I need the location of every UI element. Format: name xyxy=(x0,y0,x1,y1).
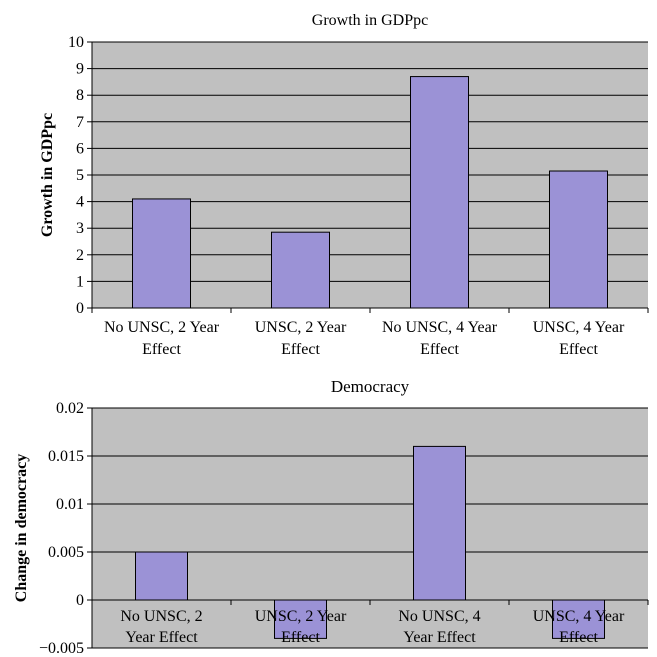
x-tick-label-3: UNSC, 4 Year Effect xyxy=(533,319,625,358)
x-tick-label-line: Effect xyxy=(559,341,598,358)
bar-0 xyxy=(135,551,188,601)
x-tick-label-line: No UNSC, 2 xyxy=(120,608,202,625)
y-tick-label: 0 xyxy=(76,592,84,609)
x-tick-label-line: Effect xyxy=(281,341,320,358)
x-tick-label-0: No UNSC, 2 Year Effect xyxy=(104,319,220,358)
x-tick-label-line: No UNSC, 4 xyxy=(398,608,480,625)
x-tick-label-0: No UNSC, 2 Year Effect xyxy=(120,608,202,646)
y-axis-label: Change in democracy xyxy=(13,454,30,602)
democracy-chart-svg: −0.005 0 0.005 0.01 0.015 0.02 No UNSC, 2 Year … xyxy=(13,377,649,657)
x-tick-label-line: UNSC, 2 Year xyxy=(255,319,347,336)
chart-title: Growth in GDPpc xyxy=(312,12,428,29)
y-tick-label: 0.005 xyxy=(48,544,84,561)
bar-1 xyxy=(271,231,330,309)
x-tick-label-line: UNSC, 2 Year xyxy=(255,608,347,625)
democracy-chart: −0.005 0 0.005 0.01 0.015 0.02 No UNSC, 2 Year … xyxy=(0,370,657,657)
x-tick-label-2: No UNSC, 4 Year Effect xyxy=(398,608,480,646)
bar-3 xyxy=(552,599,605,639)
bar-2 xyxy=(413,445,466,601)
y-tick-label: 9 xyxy=(76,61,84,78)
chart-title: Democracy xyxy=(331,377,410,396)
x-tick-label-line: Effect xyxy=(420,341,459,358)
gdp-chart: 0 1 2 3 4 5 6 7 8 9 10 No UNSC, 2 Year Effect UNSC, 2… xyxy=(39,12,649,358)
y-tick-label: 0.015 xyxy=(48,448,84,465)
y-tick-label: −0.005 xyxy=(39,640,84,657)
x-tick-label-2: No UNSC, 4 Year Effect xyxy=(382,319,498,358)
bar-0 xyxy=(132,198,191,309)
x-tick-label-line: Effect xyxy=(281,629,320,646)
x-tick-label-line: Effect xyxy=(142,341,181,358)
x-tick-label-1: UNSC, 2 Year Effect xyxy=(255,319,347,358)
x-tick-label-line: Effect xyxy=(559,629,598,646)
bar-3 xyxy=(549,170,608,309)
y-tick-label: 3 xyxy=(76,220,84,237)
x-tick-label-1: UNSC, 2 Year Effect xyxy=(255,608,347,646)
y-tick-label: 7 xyxy=(76,114,84,131)
y-tick-label: 6 xyxy=(76,140,84,157)
x-tick-label-line: No UNSC, 4 Year xyxy=(382,319,498,336)
x-tick-label-line: UNSC, 4 Year xyxy=(533,608,625,625)
x-tick-label-3: UNSC, 4 Year Effect xyxy=(533,608,625,646)
bar-2 xyxy=(410,76,469,309)
x-tick-label-line: Year Effect xyxy=(403,629,476,646)
x-tick-label-line: No UNSC, 2 Year xyxy=(104,319,220,336)
y-tick-label: 4 xyxy=(76,194,84,211)
y-tick-label: 0 xyxy=(76,300,84,317)
y-tick-label: 8 xyxy=(76,87,84,104)
y-tick-label: 0.01 xyxy=(56,496,84,513)
x-tick-label-line: Year Effect xyxy=(125,629,198,646)
y-tick-label: 5 xyxy=(76,167,84,184)
y-tick-label: 0.02 xyxy=(56,400,84,417)
x-tick-label-line: UNSC, 4 Year xyxy=(533,319,625,336)
y-tick-label: 2 xyxy=(76,247,84,264)
y-tick-label: 1 xyxy=(76,273,84,290)
y-tick-label: 10 xyxy=(68,34,84,51)
y-axis-label: Growth in GDPpc xyxy=(39,113,56,237)
